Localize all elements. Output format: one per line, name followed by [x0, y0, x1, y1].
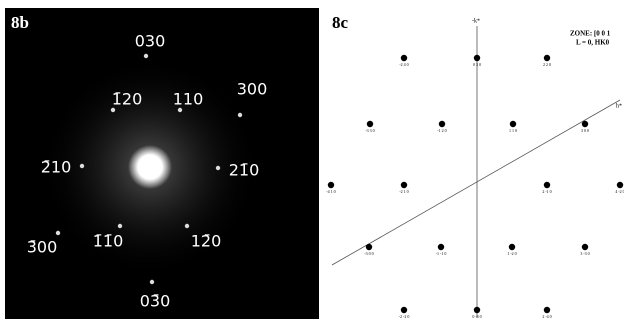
- reflection-dot: [366, 244, 372, 250]
- reflection-dot: [439, 121, 445, 127]
- reflection-dot: [617, 182, 623, 188]
- spot-label: 1̄1̄0: [93, 232, 124, 251]
- reflection-label: 2 -1 0: [542, 189, 551, 194]
- reflection-dot: [367, 121, 373, 127]
- reflection-dot: [401, 307, 407, 313]
- reflection-label: -3 3 0: [365, 128, 374, 133]
- spot-label: 1̄20: [112, 90, 143, 109]
- spot-label: 12̄0: [191, 232, 222, 251]
- spot-label: 110: [173, 90, 204, 109]
- reflection-dot: [544, 307, 550, 313]
- reflection-dot: [328, 182, 334, 188]
- diffraction-spot: [118, 224, 122, 228]
- diffraction-spot: [56, 231, 60, 235]
- reflection-label: 2 -4 0: [542, 314, 551, 319]
- reflection-label: -2 -2 0: [399, 314, 410, 319]
- reflection-label: 1 -2 0: [507, 251, 516, 256]
- reflection-dot: [544, 182, 550, 188]
- reflection-label: 4 -2 0: [615, 189, 624, 194]
- reflection-dot: [401, 182, 407, 188]
- diffraction-spot: [144, 54, 148, 58]
- reflection-label: 3 0 0: [581, 128, 589, 133]
- h-axis: [332, 100, 620, 265]
- reflection-dot: [401, 55, 407, 61]
- diffraction-spot: [150, 280, 154, 284]
- reflection-label: -4 1 0: [326, 189, 335, 194]
- axis-label: h*: [616, 103, 622, 109]
- reflection-dot: [510, 121, 516, 127]
- spot-label: 2̄10: [41, 158, 72, 177]
- panel-c: 8c -k* h* ZONE: [0 0 1 L = 0, HK0 -2 4 0…: [326, 13, 624, 319]
- spot-label: 03̄0: [140, 292, 171, 311]
- diffraction-spot: [80, 164, 84, 168]
- reflection-label: 0 3 0: [473, 62, 481, 67]
- panel-b: 8b 030 1̄20 110 300 2̄10 21̄0 3̄00 1̄1̄0 12̄0 03̄…: [5, 8, 319, 319]
- zone-subtitle: L = 0, HK0: [576, 39, 610, 47]
- panel-label: 8c: [332, 13, 349, 32]
- spot-label: 030: [135, 32, 166, 51]
- panel-label: 8b: [11, 13, 29, 32]
- reflection-dot: [582, 121, 588, 127]
- central-beam: [128, 145, 172, 189]
- reflection-dot: [509, 244, 515, 250]
- zone-label: ZONE: [0 0 1: [570, 30, 611, 38]
- reflection-label: -3 0 0: [364, 251, 373, 256]
- reflection-label: 1 1 0: [509, 128, 517, 133]
- reflection-label: -2 4 0: [399, 62, 408, 67]
- reflection-dot: [582, 244, 588, 250]
- diffraction-spot: [216, 166, 220, 170]
- reflection-dot: [474, 55, 480, 61]
- reflection-label: -1 2 0: [437, 128, 446, 133]
- spot-label: 300: [237, 80, 268, 99]
- reflection-label: -2 1 0: [399, 189, 408, 194]
- spot-label: 3̄00: [27, 238, 58, 257]
- figure: 8b 030 1̄20 110 300 2̄10 21̄0 3̄00 1̄1̄0 12̄0 03̄…: [0, 0, 624, 323]
- reflection-dot: [438, 244, 444, 250]
- reflection-label: 0 -3 0: [472, 314, 481, 319]
- reflection-label: 2 2 0: [543, 62, 551, 67]
- spot-label: 21̄0: [229, 161, 260, 180]
- axis-label: -k*: [472, 18, 480, 24]
- diffraction-spot: [238, 113, 242, 117]
- reflection-label: 3 -3 0: [580, 251, 589, 256]
- reflection-dot: [544, 55, 550, 61]
- diffraction-spot: [185, 224, 189, 228]
- reflection-label: -1 -1 0: [436, 251, 447, 256]
- reflection-dot: [474, 307, 480, 313]
